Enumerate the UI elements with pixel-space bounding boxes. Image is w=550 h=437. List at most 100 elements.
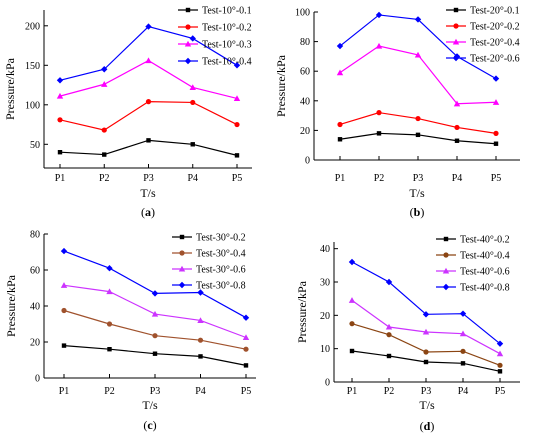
x-tick-label: P4 — [187, 173, 198, 184]
y-tick-label: 60 — [30, 266, 40, 277]
chart-panel-d: 0 10 20 30 40 P1 P2 P3 P4 P5 T/s Pressure/kPa (d) Tes… — [295, 235, 520, 433]
legend-swatch-marker — [178, 281, 186, 289]
series-line — [59, 139, 238, 156]
panel-letter-id: d — [424, 419, 431, 433]
legend-swatch-marker — [184, 57, 192, 65]
y-axis-title: Pressure/kPa — [4, 274, 18, 337]
legend-swatch-marker — [442, 267, 450, 274]
data-point — [493, 130, 499, 136]
data-point — [242, 334, 250, 341]
series-3 — [56, 23, 241, 84]
series-line — [59, 101, 238, 131]
series-0 — [349, 348, 503, 374]
y-tick-label: 40 — [320, 244, 330, 255]
data-point — [423, 349, 429, 355]
data-point — [349, 321, 355, 327]
panel-letter-open: ( — [141, 205, 145, 219]
data-point — [492, 99, 500, 105]
data-point — [337, 121, 343, 128]
data-point — [242, 314, 250, 321]
data-point — [151, 290, 159, 297]
legend-label: Test-20°-0.6 — [470, 54, 520, 65]
y-tick-label: 40 — [30, 302, 40, 313]
data-point — [460, 361, 466, 366]
data-point — [190, 99, 196, 106]
panel-letter-open: ( — [410, 205, 414, 219]
chart-panel-b: 0 20 40 60 80 100 P1 P2 P3 P4 P5 T/s Pressure/kPa (b)… — [274, 6, 520, 219]
data-point — [145, 99, 152, 105]
data-point — [375, 11, 383, 19]
x-axis-title: T/s — [409, 186, 425, 200]
data-point — [337, 137, 343, 142]
legend-item-1: Test-30°-0.4 — [172, 249, 246, 260]
series-1 — [57, 99, 240, 133]
y-tick-label: 80 — [300, 37, 310, 48]
x-tick-label: P2 — [374, 173, 385, 184]
x-tick-label: P5 — [495, 386, 506, 397]
data-point — [106, 265, 113, 272]
data-point — [414, 51, 422, 58]
legend-swatch-marker — [178, 265, 186, 272]
chart-panel-a: 50 100 150 200 P1 P2 P3 P4 P5 T/s Pressure/kPa (a) T… — [3, 6, 252, 219]
series-2 — [348, 297, 504, 357]
data-point — [336, 42, 344, 50]
legend-item-3: Test-40°-0.8 — [436, 283, 510, 294]
y-tick-label: 0 — [35, 374, 40, 385]
series-3 — [348, 258, 504, 347]
x-tick-label: P1 — [335, 173, 346, 184]
data-point — [243, 346, 249, 352]
legend-item-3: Test-30°-0.8 — [172, 281, 246, 292]
data-point — [56, 92, 64, 99]
legend-label: Test-10°-0.1 — [202, 6, 252, 17]
x-tick-label: P4 — [458, 386, 469, 397]
legend-item-0: Test-20°-0.1 — [446, 6, 520, 17]
legend-swatch-marker — [185, 7, 191, 13]
panel-letter-id: b — [414, 205, 421, 219]
y-tick-label: 100 — [25, 100, 40, 111]
data-point — [101, 66, 108, 73]
legend-swatch-marker — [443, 236, 449, 242]
legend-label: Test-40°-0.8 — [460, 283, 510, 294]
legend-item-2: Test-30°-0.6 — [172, 265, 246, 276]
series-1 — [61, 307, 249, 352]
series-line — [351, 299, 501, 355]
x-tick-label: P5 — [241, 386, 252, 397]
legend-item-0: Test-10°-0.1 — [178, 6, 252, 17]
x-tick-label: P2 — [384, 386, 395, 397]
data-point — [197, 317, 204, 323]
y-axis-title: Pressure/kPa — [295, 280, 309, 343]
legend-label: Test-40°-0.4 — [460, 251, 510, 262]
chart-panel-c: 0 20 40 60 80 P1 P2 P3 P4 P5 T/s Pressure/kPa (c) Tes… — [4, 230, 256, 432]
series-line — [339, 112, 497, 134]
data-point — [415, 115, 421, 122]
data-point — [233, 95, 241, 102]
series-2 — [336, 42, 500, 107]
y-tick-label: 150 — [25, 61, 40, 72]
panel-letter-close: ) — [153, 418, 157, 432]
data-point — [61, 307, 67, 314]
legend-item-2: Test-10°-0.3 — [178, 40, 252, 51]
legend-item-3: Test-10°-0.4 — [178, 57, 252, 68]
data-point — [385, 323, 393, 330]
data-point — [60, 247, 68, 255]
y-tick-label: 20 — [320, 311, 330, 322]
panel-letter-open: ( — [143, 418, 147, 432]
data-point — [423, 359, 429, 365]
data-point — [145, 57, 152, 64]
legend-label: Test-10°-0.4 — [202, 57, 252, 68]
legend-label: Test-10°-0.3 — [202, 40, 252, 51]
data-point — [414, 16, 422, 23]
data-point — [376, 110, 382, 116]
legend-item-0: Test-30°-0.2 — [172, 233, 246, 244]
legend-label: Test-20°-0.4 — [470, 38, 520, 49]
x-tick-label: P5 — [491, 173, 502, 184]
data-point — [57, 117, 63, 123]
data-point — [385, 278, 393, 286]
data-point — [189, 84, 196, 90]
x-tick-label: P4 — [195, 386, 206, 397]
data-point — [453, 100, 461, 107]
legend-swatch-marker — [185, 24, 191, 30]
legend-label: Test-30°-0.8 — [196, 281, 246, 292]
data-point — [376, 131, 382, 136]
